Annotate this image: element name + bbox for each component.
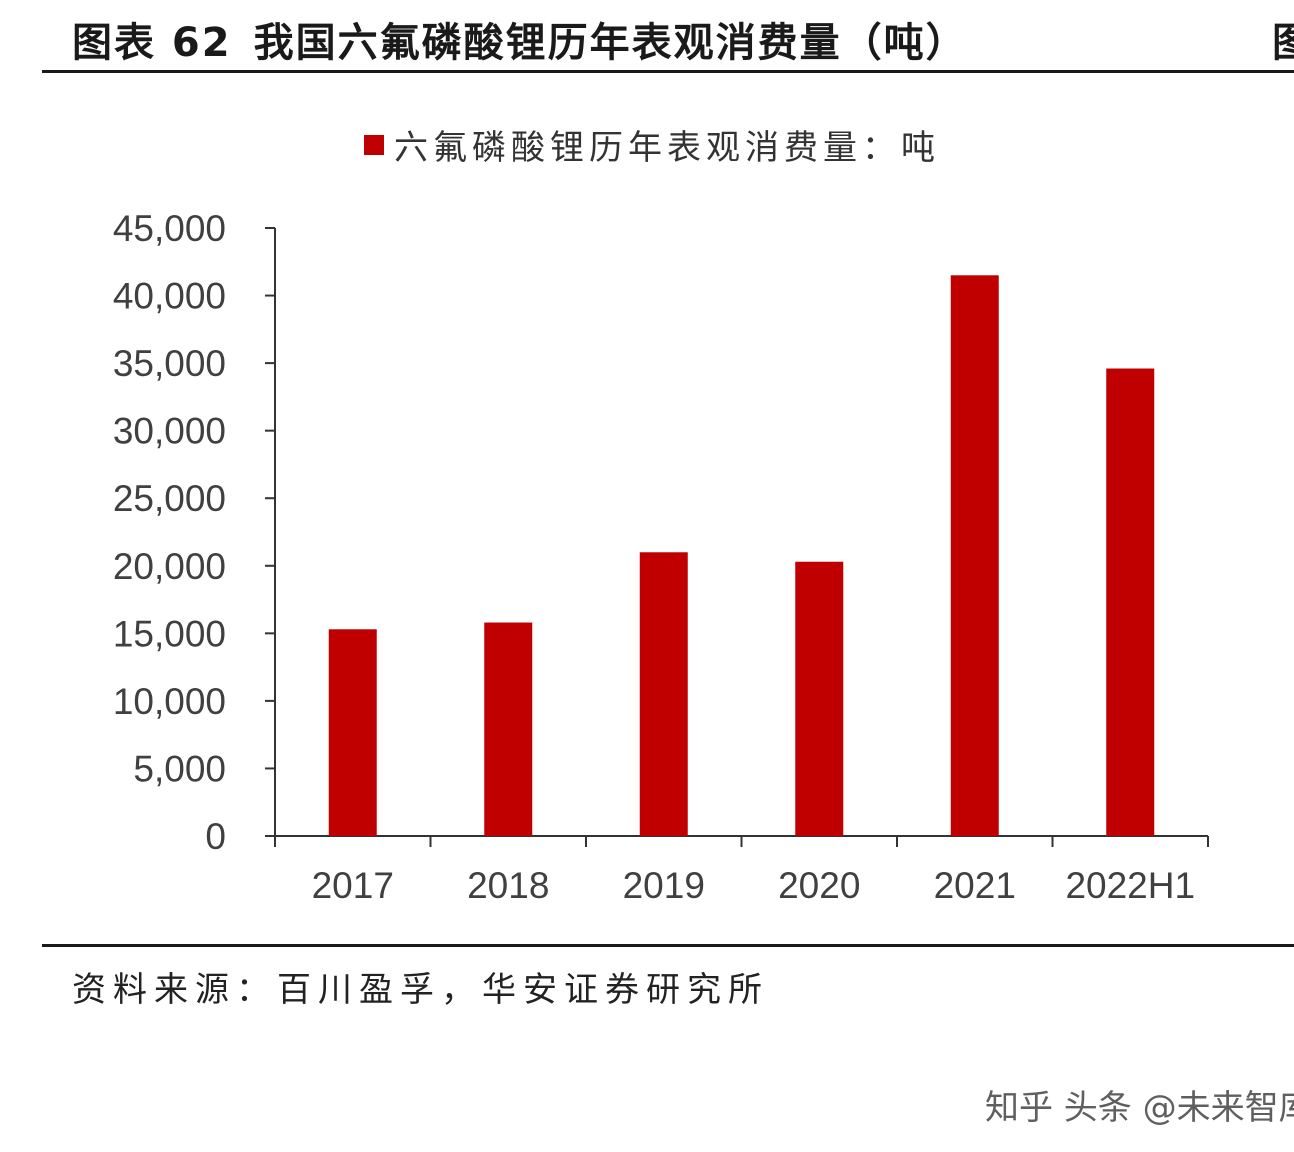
y-tick-label: 45,000 xyxy=(113,208,226,249)
x-tick-label: 2021 xyxy=(934,865,1016,906)
bar-2022H1 xyxy=(1106,368,1155,836)
y-tick-label: 15,000 xyxy=(113,613,226,654)
y-tick-label: 5,000 xyxy=(133,748,226,789)
bar-2020 xyxy=(795,561,844,836)
x-tick-label: 2022H1 xyxy=(1065,865,1195,906)
watermark: 知乎 头条 @未来智库 xyxy=(985,1088,1294,1128)
y-tick-label: 0 xyxy=(205,816,226,857)
top-rule xyxy=(42,70,1294,73)
figure-number: 图表 62 xyxy=(72,20,232,66)
bar-2017 xyxy=(328,629,377,836)
figure-title-text: 我国六氟磷酸锂历年表观消费量（吨） xyxy=(253,20,968,66)
y-tick-label: 35,000 xyxy=(113,343,226,384)
x-tick-label: 2018 xyxy=(467,865,549,906)
y-tick-label: 20,000 xyxy=(113,546,226,587)
x-tick-label: 2017 xyxy=(312,865,394,906)
bar-2021 xyxy=(950,275,999,836)
legend-label: 六氟磷酸锂历年表观消费量：吨 xyxy=(394,128,940,168)
source-note: 资料来源：百川盈孚，华安证券研究所 xyxy=(72,970,769,1010)
bar-2018 xyxy=(484,622,533,836)
bottom-rule xyxy=(42,944,1294,947)
y-tick-label: 40,000 xyxy=(113,276,226,317)
figure-title: 图表 62 我国六氟磷酸锂历年表观消费量（吨） xyxy=(72,10,968,68)
legend-swatch xyxy=(364,134,384,155)
bar-chart: 0 5,000 10,000 15,000 20,000 25,000 30,000 35,0… xyxy=(113,208,1209,906)
x-tick-label: 2020 xyxy=(778,865,860,906)
cut-off-heading: 图 xyxy=(1272,20,1294,66)
bar-2019 xyxy=(639,552,688,836)
y-tick-label: 30,000 xyxy=(113,411,226,452)
chart-legend: 六氟磷酸锂历年表观消费量：吨 xyxy=(364,120,940,169)
y-tick-label: 10,000 xyxy=(113,681,226,722)
x-tick-label: 2019 xyxy=(623,865,705,906)
y-tick-label: 25,000 xyxy=(113,478,226,519)
